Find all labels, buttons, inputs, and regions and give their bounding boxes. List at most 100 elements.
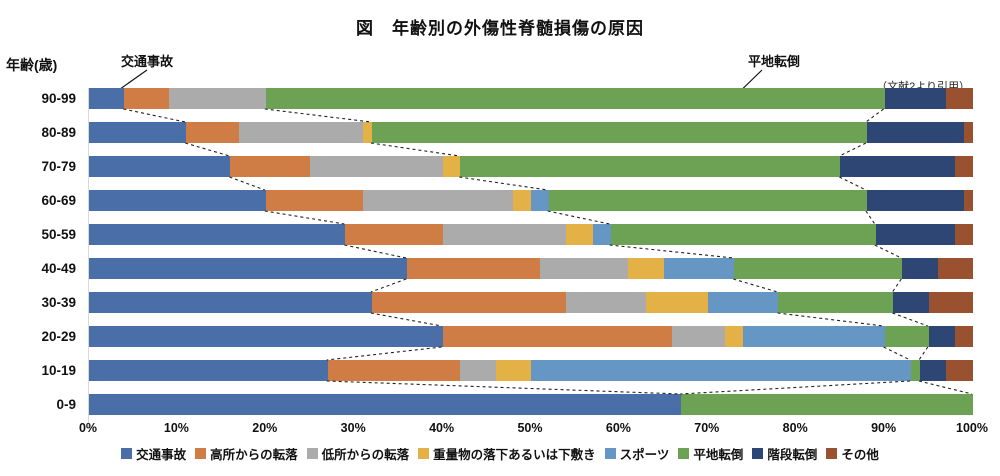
bar-row-10-19 — [89, 360, 973, 381]
x-tick-80: 80% — [782, 421, 808, 435]
legend-swatch-icon — [418, 448, 430, 459]
legend-label: スポーツ — [619, 448, 670, 462]
bar-segment-平地転倒 — [734, 258, 903, 279]
bar-segment-その他 — [946, 88, 973, 109]
legend-swatch-icon — [826, 448, 838, 459]
bar-segment-交通事故 — [89, 190, 266, 211]
bar-segment-スポーツ — [530, 360, 912, 381]
annotation-traffic-accident: 交通事故 — [121, 54, 174, 69]
legend-swatch-icon — [306, 448, 318, 459]
bar-segment-その他 — [937, 258, 973, 279]
bar-row-80-89 — [89, 122, 973, 143]
bar-segment-その他 — [955, 156, 973, 177]
bar-segment-交通事故 — [89, 360, 328, 381]
bar-segment-高所からの転落 — [442, 326, 673, 347]
bar-segment-階段転倒 — [893, 292, 929, 313]
bar-row-20-29 — [89, 326, 973, 347]
bar-segment-重量物の落下あるいは下敷き — [363, 122, 372, 143]
bar-row-60-69 — [89, 190, 973, 211]
bar-segment-低所からの転落 — [239, 122, 364, 143]
legend-swatch-icon — [121, 448, 133, 459]
legend-swatch-icon — [678, 448, 690, 459]
bar-segment-その他 — [964, 190, 973, 211]
x-tick-60: 60% — [605, 421, 631, 435]
y-axis-label-30-39: 30-39 — [41, 294, 76, 310]
bar-segment-スポーツ — [530, 190, 549, 211]
legend: 交通事故 高所からの転落 低所からの転落 重量物の落下あるいは下敷き スポーツ 平地転倒 階… — [0, 444, 1000, 463]
x-tick-90: 90% — [871, 421, 897, 435]
y-axis-label-90-99: 90-99 — [41, 90, 76, 106]
bar-row-40-49 — [89, 258, 973, 279]
bar-segment-階段転倒 — [875, 224, 956, 245]
bar-segment-交通事故 — [89, 122, 187, 143]
x-tick-20: 20% — [252, 421, 278, 435]
legend-swatch-icon — [752, 448, 764, 459]
x-tick-100: 100% — [956, 421, 988, 435]
bar-segment-その他 — [955, 326, 973, 347]
legend-label: その他 — [841, 448, 879, 462]
y-axis-label-40-49: 40-49 — [41, 260, 76, 276]
bar-segment-低所からの転落 — [539, 258, 629, 279]
legend-swatch-icon — [195, 448, 207, 459]
x-tick-50: 50% — [517, 421, 543, 435]
y-axis-label-0-9: 0-9 — [56, 396, 76, 412]
legend-item-高所からの転落: 高所からの転落 — [195, 444, 298, 463]
bar-segment-高所からの転落 — [265, 190, 364, 211]
bar-segment-交通事故 — [89, 258, 408, 279]
legend-label: 重量物の落下あるいは下敷き — [433, 448, 596, 462]
x-axis: 0% 10% 20% 30% 40% 50% 60% 70% 80% 90% 100% — [0, 421, 1000, 437]
legend-label: 高所からの転落 — [210, 448, 298, 462]
legend-item-その他: その他 — [826, 444, 879, 463]
bar-row-90-99 — [89, 88, 973, 109]
legend-label: 階段転倒 — [767, 448, 818, 462]
bar-segment-階段転倒 — [866, 122, 965, 143]
plot-area — [88, 88, 973, 428]
bar-segment-その他 — [964, 122, 973, 143]
bar-segment-高所からの転落 — [371, 292, 567, 313]
bar-segment-スポーツ — [707, 292, 779, 313]
legend-item-低所からの転落: 低所からの転落 — [306, 444, 409, 463]
bar-segment-交通事故 — [89, 156, 231, 177]
bar-segment-平地転倒 — [884, 326, 929, 347]
bar-segment-その他 — [955, 224, 973, 245]
bar-segment-交通事故 — [89, 292, 372, 313]
bar-row-30-39 — [89, 292, 973, 313]
bar-segment-重量物の落下あるいは下敷き — [513, 190, 531, 211]
x-tick-10: 10% — [163, 421, 189, 435]
legend-item-交通事故: 交通事故 — [121, 444, 186, 463]
legend-item-重量物の落下あるいは下敷き: 重量物の落下あるいは下敷き — [418, 444, 596, 463]
bar-segment-階段転倒 — [902, 258, 938, 279]
chart-title: 図 年齢別の外傷性脊髄損傷の原因 — [356, 19, 644, 38]
bar-segment-平地転倒 — [548, 190, 867, 211]
bar-segment-重量物の落下あるいは下敷き — [566, 224, 593, 245]
annotation-ground-level-fall: 平地転倒 — [748, 54, 801, 69]
y-axis-label-60-69: 60-69 — [41, 192, 76, 208]
bar-segment-階段転倒 — [884, 88, 947, 109]
y-axis-label-10-19: 10-19 — [41, 362, 76, 378]
bar-segment-交通事故 — [89, 394, 682, 415]
bar-segment-高所からの転落 — [186, 122, 240, 143]
bar-segment-平地転倒 — [460, 156, 841, 177]
bar-segment-平地転倒 — [681, 394, 973, 415]
bar-segment-低所からの転落 — [442, 224, 567, 245]
bar-segment-平地転倒 — [610, 224, 876, 245]
bar-segment-その他 — [928, 292, 973, 313]
bar-segment-階段転倒 — [919, 360, 947, 381]
y-axis-label-80-89: 80-89 — [41, 124, 76, 140]
bar-segment-重量物の落下あるいは下敷き — [495, 360, 531, 381]
bar-segment-重量物の落下あるいは下敷き — [442, 156, 461, 177]
bar-segment-低所からの転落 — [168, 88, 266, 109]
y-axis-title: 年齢(歳) — [6, 57, 58, 73]
bar-segment-階段転倒 — [866, 190, 965, 211]
bar-segment-スポーツ — [663, 258, 735, 279]
bar-segment-低所からの転落 — [363, 190, 514, 211]
bar-segment-高所からの転落 — [124, 88, 169, 109]
bar-segment-高所からの転落 — [230, 156, 310, 177]
bar-segment-その他 — [946, 360, 973, 381]
bar-segment-高所からの転落 — [327, 360, 461, 381]
bar-segment-階段転倒 — [928, 326, 956, 347]
bar-segment-スポーツ — [743, 326, 885, 347]
bar-segment-スポーツ — [592, 224, 611, 245]
legend-item-平地転倒: 平地転倒 — [678, 444, 743, 463]
x-tick-0: 0% — [78, 421, 98, 435]
